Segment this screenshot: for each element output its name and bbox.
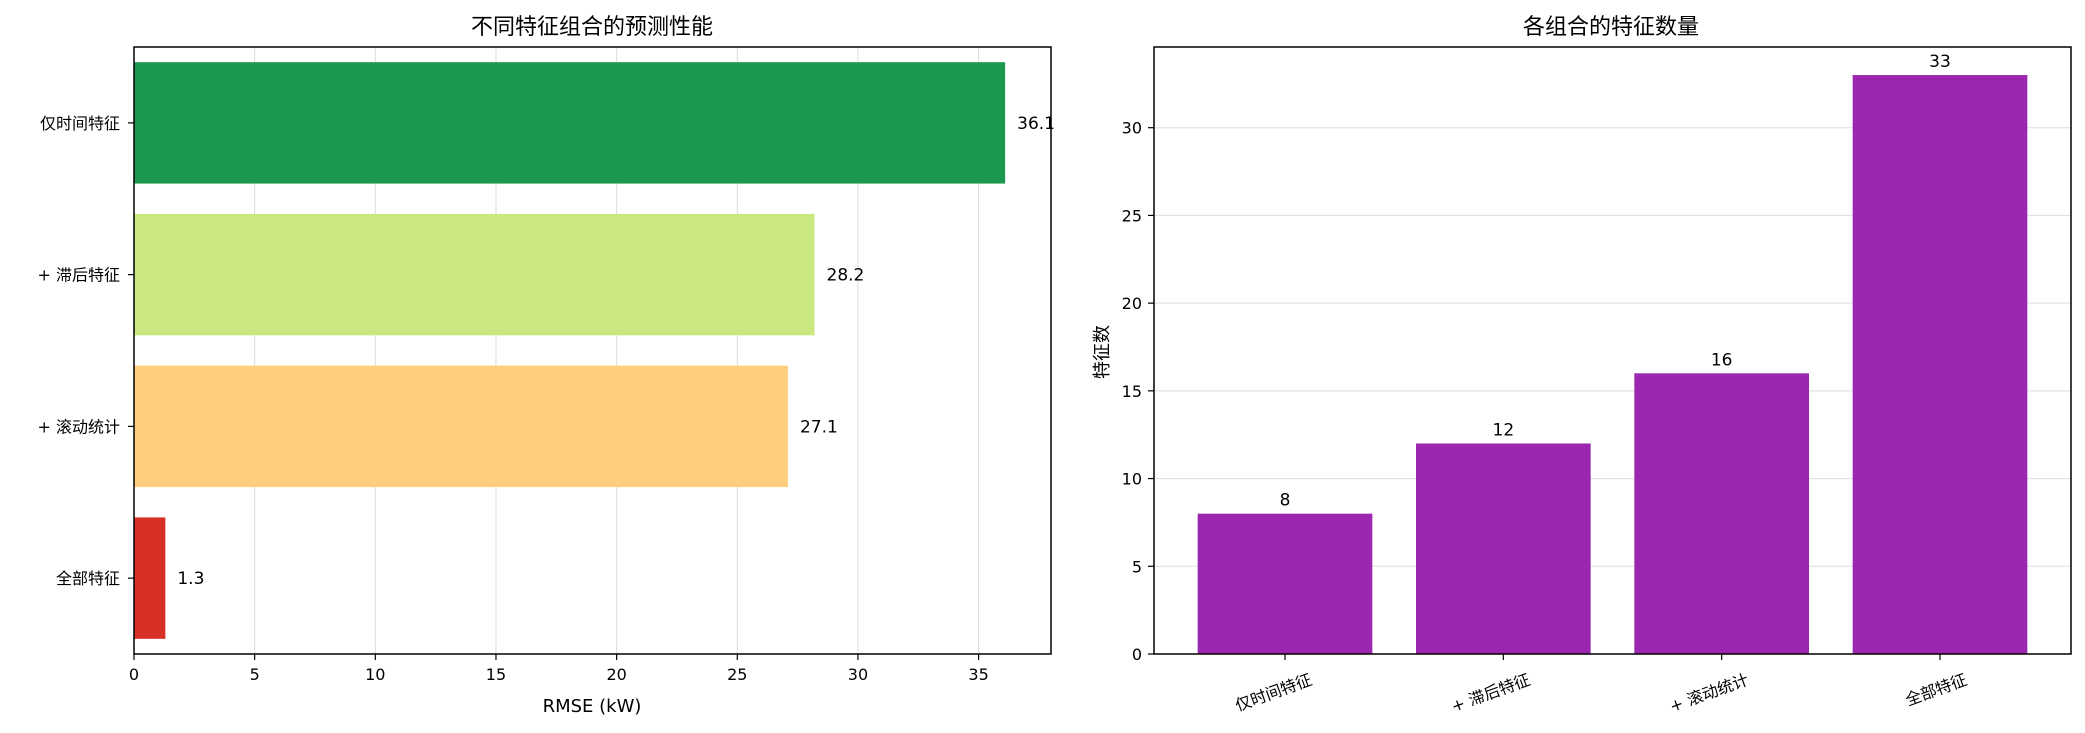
right-y-axis-label: 特征数 <box>1092 325 1113 379</box>
right-y-axis-ticks: 0 5 10 15 20 25 30 <box>1122 119 1154 664</box>
left-x-tick-label: 0 <box>129 665 139 684</box>
right-y-tick-label: 5 <box>1132 557 1142 576</box>
right-data-label-item-1: 8 <box>1280 491 1291 511</box>
right-x-axis-ticks: 仅时间特征 + 滞后特征 + 滚动统计 全部特征 <box>1233 654 1970 716</box>
right-x-tick-label: 全部特征 <box>1903 670 1970 710</box>
right-chart: 各组合的特征数量 8 12 16 33 0 5 10 15 20 25 30 仅时间特征 + 滞后特… <box>1092 15 2072 716</box>
left-x-tick-label: 10 <box>365 665 385 684</box>
right-bar-item-2 <box>1416 443 1591 654</box>
right-x-tick-label: + 滚动统计 <box>1667 670 1751 716</box>
right-data-labels: 8 12 16 33 <box>1280 52 1951 511</box>
left-y-tick-label: 仅时间特征 <box>40 114 120 133</box>
left-data-label-item-1: 36.1 <box>1017 114 1055 134</box>
right-data-label-item-2: 12 <box>1493 420 1515 440</box>
left-chart-title: 不同特征组合的预测性能 <box>471 15 713 40</box>
left-x-tick-label: 35 <box>968 665 988 684</box>
left-bars <box>134 62 1006 639</box>
right-chart-title: 各组合的特征数量 <box>1523 15 1699 40</box>
right-x-tick-label: + 滞后特征 <box>1449 670 1533 716</box>
left-x-axis-label: RMSE (kW) <box>543 696 642 717</box>
left-x-tick-label: 25 <box>727 665 747 684</box>
left-plot-frame <box>133 46 1052 655</box>
left-chart: 不同特征组合的预测性能 36.1 28.2 27.1 1.3 0 5 10 15 20 25 30… <box>38 15 1056 717</box>
right-bar-item-4 <box>1852 75 2028 655</box>
left-bar-item-2 <box>134 213 815 336</box>
right-data-label-item-3: 16 <box>1711 350 1733 370</box>
left-bar-item-3 <box>134 365 788 488</box>
left-data-label-item-2: 28.2 <box>827 266 865 286</box>
left-bar-item-1 <box>134 62 1006 184</box>
right-data-label-item-4: 33 <box>1929 52 1951 72</box>
left-x-tick-label: 20 <box>606 665 626 684</box>
right-x-tick-label: 仅时间特征 <box>1233 670 1315 715</box>
right-y-tick-label: 15 <box>1122 382 1142 401</box>
right-plot-frame <box>1153 46 2072 655</box>
right-y-tick-label: 0 <box>1132 645 1142 664</box>
left-data-label-item-4: 1.3 <box>177 569 204 589</box>
right-y-tick-label: 20 <box>1122 294 1142 313</box>
left-x-tick-label: 30 <box>848 665 868 684</box>
right-y-tick-label: 10 <box>1122 470 1142 489</box>
left-x-tick-label: 15 <box>486 665 506 684</box>
left-x-tick-label: 5 <box>250 665 260 684</box>
right-bars <box>1197 75 2028 655</box>
right-bar-item-1 <box>1197 513 1373 654</box>
right-y-tick-label: 25 <box>1122 206 1142 225</box>
left-y-tick-label: 全部特征 <box>56 569 120 588</box>
left-data-labels: 36.1 28.2 27.1 1.3 <box>177 114 1055 589</box>
left-y-tick-label: + 滞后特征 <box>38 266 121 285</box>
left-y-tick-label: + 滚动统计 <box>38 417 121 436</box>
right-y-tick-label: 30 <box>1122 119 1142 138</box>
left-data-label-item-3: 27.1 <box>800 417 838 437</box>
left-bar-item-4 <box>134 517 166 639</box>
right-bar-item-3 <box>1634 373 1809 654</box>
left-x-axis-ticks: 0 5 10 15 20 25 30 35 <box>129 654 989 684</box>
